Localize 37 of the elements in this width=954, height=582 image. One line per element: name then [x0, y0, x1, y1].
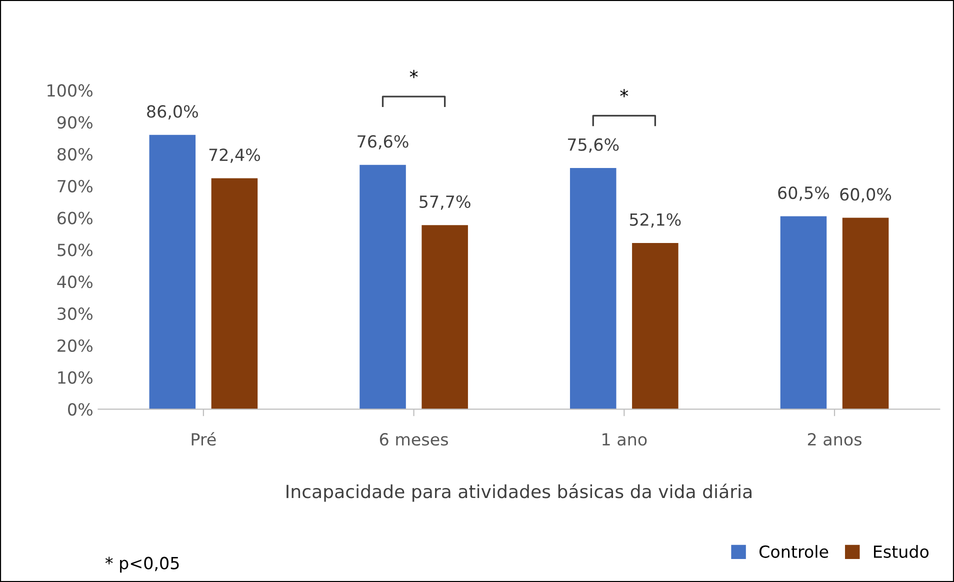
data-label: 60,0%	[840, 188, 892, 202]
y-tick-label: 70%	[58, 180, 92, 192]
x-tick-label: 2 anos	[808, 433, 862, 446]
y-tick-label: 10%	[58, 371, 92, 384]
y-tick-label: 60%	[58, 212, 92, 224]
data-label: 76,6%	[358, 135, 408, 150]
y-tick-label: 0%	[68, 403, 92, 416]
bar	[632, 242, 678, 410]
data-label: 75,6%	[568, 138, 619, 153]
bar	[149, 134, 196, 410]
y-tick-label: 90%	[57, 116, 92, 129]
bar	[842, 218, 889, 410]
x-tick-label: 1 ano	[602, 433, 647, 446]
y-tick-label: 40%	[57, 276, 92, 288]
y-tick-label: 80%	[57, 148, 92, 161]
bar	[211, 178, 258, 410]
bar	[570, 168, 616, 410]
y-tick-label: 30%	[58, 307, 92, 320]
data-label: 86,0%	[147, 105, 198, 120]
bar	[780, 216, 827, 410]
data-label: 57,7%	[420, 195, 470, 210]
x-tick-label: Pré	[192, 432, 216, 446]
legend-label: Controle	[759, 545, 828, 558]
y-tick-label: 20%	[58, 339, 92, 352]
data-label: 72,4%	[209, 148, 260, 163]
x-axis-title: Incapacidade para atividades básicas da vida diária	[286, 484, 752, 502]
data-label: 52,1%	[630, 213, 681, 228]
data-label: 60,5%	[778, 186, 830, 201]
x-tick-label: 6 meses	[380, 433, 448, 446]
bar	[422, 225, 468, 410]
legend-label: Estudo	[874, 545, 929, 558]
y-tick-label: 100%	[48, 84, 92, 97]
y-tick-label: 50%	[58, 244, 92, 256]
annotation: *	[620, 89, 628, 98]
bar	[360, 164, 406, 410]
text: * p<0,05	[105, 556, 179, 573]
text: *	[410, 70, 418, 78]
